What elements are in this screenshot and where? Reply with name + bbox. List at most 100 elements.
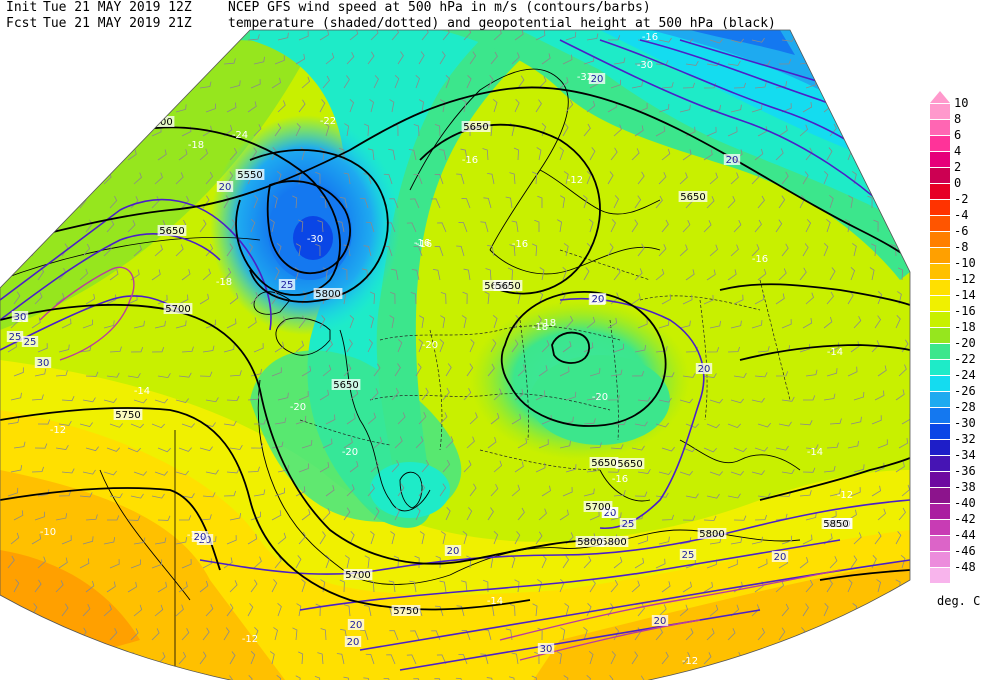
- wind-barb: [775, 81, 788, 89]
- wind-barb: [823, 316, 833, 329]
- wind-barb: [610, 219, 616, 233]
- wind-barb: [829, 123, 837, 137]
- wind-barb: [373, 436, 383, 449]
- wind-barb: [31, 466, 44, 473]
- wind-barb: [298, 391, 309, 401]
- wind-barb: [301, 439, 313, 449]
- wind-barb: [274, 341, 284, 353]
- wind-speed-label-bg: [537, 643, 555, 654]
- wind-barb: [6, 627, 12, 641]
- wind-barb: [85, 651, 93, 665]
- wind-barb: [181, 269, 191, 281]
- wind-barb: [757, 558, 768, 569]
- wind-barb: [12, 219, 17, 233]
- wind-barb: [562, 555, 570, 569]
- wind-barb: [314, 675, 321, 680]
- wind-barb: [706, 196, 715, 209]
- wind-barb: [157, 652, 166, 665]
- wind-barb: [799, 490, 812, 497]
- wind-barb: [133, 172, 142, 185]
- legend-label: -46: [954, 544, 976, 558]
- wind-barb: [346, 52, 355, 65]
- wind-barb: [106, 581, 116, 593]
- wind-barb: [583, 418, 596, 425]
- wind-barb: [10, 465, 23, 473]
- wind-barb: [509, 604, 516, 617]
- wind-barb: [537, 579, 542, 593]
- wind-barb: [871, 485, 881, 497]
- wind-barb: [394, 363, 401, 377]
- wind-barb: [419, 99, 424, 113]
- wind-barb: [175, 38, 189, 43]
- title-line-1: NCEP GFS wind speed at 500 hPa in m/s (c…: [228, 0, 651, 15]
- wind-barb: [295, 340, 305, 353]
- wind-barb: [106, 372, 120, 378]
- wind-barb: [661, 82, 674, 89]
- wind-barb: [588, 651, 594, 665]
- wind-barb: [274, 555, 282, 569]
- wind-barb: [363, 123, 369, 137]
- geopotential-height-label-bg: [697, 528, 727, 539]
- wind-barb: [13, 367, 24, 377]
- wind-barb: [175, 320, 187, 329]
- wind-barb: [369, 99, 375, 113]
- wind-barb: [247, 675, 253, 680]
- wind-barb: [343, 244, 351, 257]
- wind-barb: [775, 445, 789, 451]
- wind-barb: [370, 388, 379, 401]
- wind-barb: [442, 387, 450, 401]
- wind-barb: [847, 366, 858, 377]
- wind-barb: [418, 412, 427, 425]
- wind-speed-label: 20: [604, 508, 617, 519]
- wind-barb: [181, 627, 190, 641]
- wind-barb: [757, 346, 770, 353]
- wind-barb: [583, 556, 592, 569]
- wind-barb: [298, 651, 304, 665]
- wind-barb: [634, 557, 645, 569]
- wind-barb: [7, 555, 15, 569]
- legend-arrow-icon: [930, 91, 950, 103]
- wind-barb: [199, 81, 212, 89]
- wind-barb: [253, 627, 259, 641]
- wind-barb: [82, 675, 90, 680]
- wind-barb: [850, 555, 858, 569]
- wind-barb: [205, 243, 214, 257]
- temperature-isotherm-label: -20: [342, 447, 358, 458]
- wind-barb: [466, 363, 474, 377]
- wind-barb: [250, 443, 264, 449]
- wind-barb: [826, 147, 833, 161]
- wind-barb: [637, 603, 645, 617]
- wind-barb: [560, 627, 566, 641]
- wind-barb: [415, 507, 421, 521]
- wind-barb: [850, 267, 856, 281]
- wind-barb: [58, 627, 65, 641]
- wind-barb: [607, 171, 614, 185]
- wind-barb: [106, 651, 115, 665]
- legend-label: -30: [954, 416, 976, 430]
- wind-barb: [109, 423, 123, 428]
- wind-barb: [55, 80, 67, 89]
- legend-swatch: [930, 408, 950, 423]
- wind-barb: [369, 315, 375, 329]
- wind-barb: [490, 412, 500, 425]
- wind-barb: [469, 412, 478, 425]
- wind-barb: [411, 269, 420, 281]
- wind-barb: [895, 196, 903, 209]
- wind-barb: [781, 603, 789, 617]
- wind-barb: [754, 446, 768, 452]
- legend-swatch: [930, 136, 950, 151]
- legend-swatch: [930, 184, 950, 199]
- wind-barb: [679, 537, 692, 545]
- wind-barb: [487, 363, 495, 377]
- wind-barb: [607, 467, 621, 473]
- wind-barb: [298, 315, 306, 329]
- wind-barb: [202, 268, 211, 281]
- wind-barb: [685, 493, 699, 499]
- wind-barb: [82, 243, 91, 257]
- wind-barb: [826, 651, 831, 665]
- geopotential-height-label: 5750: [115, 410, 140, 421]
- wind-barb: [799, 556, 809, 569]
- wind-barb: [706, 347, 720, 353]
- wind-barb: [325, 555, 331, 569]
